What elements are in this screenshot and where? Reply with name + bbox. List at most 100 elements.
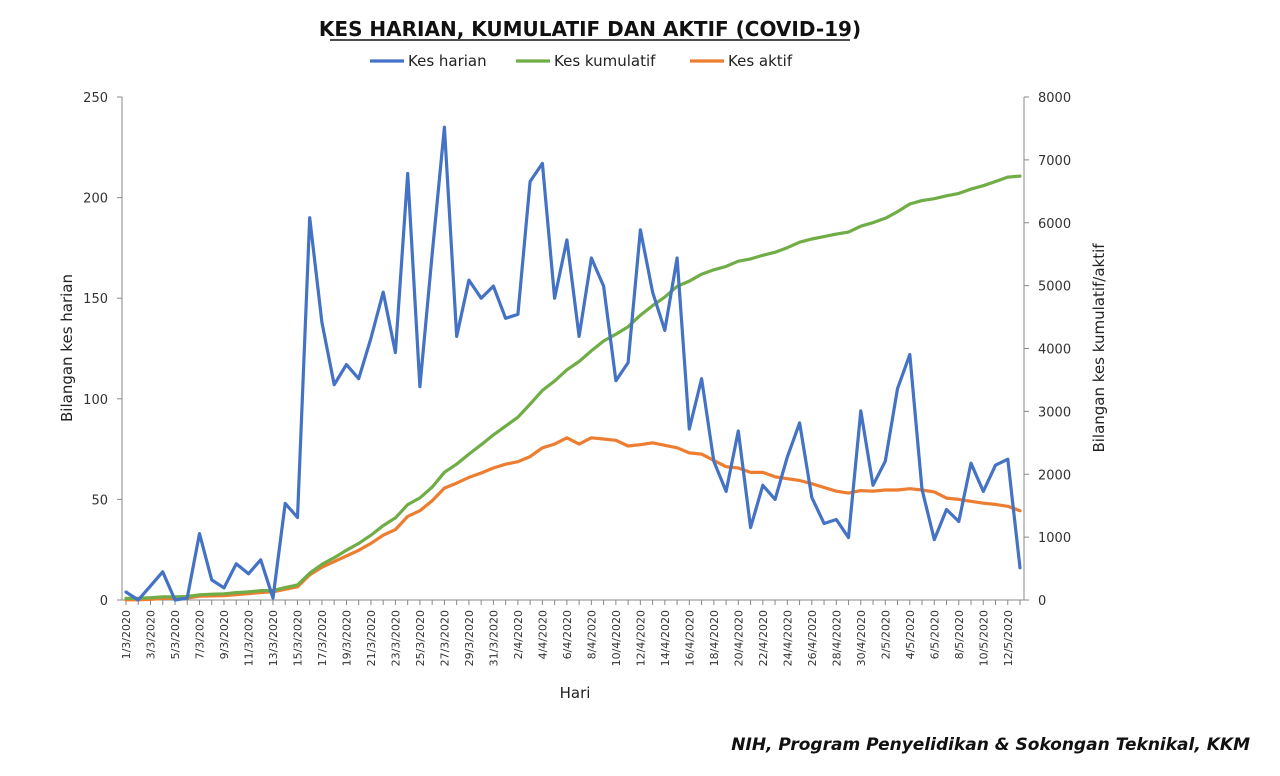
data-point [712, 460, 715, 463]
data-point [651, 441, 654, 444]
legend-item: Kes kumulatif [516, 52, 656, 70]
data-point [382, 291, 385, 294]
data-point [1018, 566, 1022, 569]
data-point [308, 216, 311, 219]
data-point [945, 194, 948, 197]
data-point [602, 339, 605, 343]
data-point [590, 256, 593, 260]
data-point [651, 291, 654, 294]
data-point [737, 260, 740, 263]
data-point [504, 463, 507, 466]
data-point [982, 490, 985, 493]
data-point [406, 172, 409, 175]
data-point [700, 452, 703, 456]
chart-title: KES HARIAN, KUMULATIF DAN AKTIF (COVID-1… [319, 17, 861, 41]
data-point [663, 329, 666, 332]
x-tick-label: 25/3/2020 [414, 610, 427, 666]
data-point [467, 278, 471, 282]
data-point [602, 284, 605, 288]
data-point [149, 584, 152, 588]
legend-label: Kes harian [408, 52, 487, 70]
data-point [418, 509, 422, 512]
data-point [516, 460, 520, 463]
x-tick-label: 17/3/2020 [316, 610, 329, 666]
x-tick-label: 19/3/2020 [340, 610, 353, 666]
data-point [577, 335, 581, 338]
data-point [161, 595, 164, 599]
data-point [945, 508, 948, 511]
data-point [871, 221, 875, 224]
x-tick-label: 12/4/2020 [634, 610, 647, 666]
data-point [357, 542, 360, 545]
data-point [675, 446, 679, 449]
data-point [345, 363, 348, 366]
data-point [663, 444, 666, 447]
series-layer [124, 125, 1022, 602]
data-point [369, 534, 373, 537]
data-point [908, 353, 911, 356]
x-tick-label: 7/3/2020 [193, 610, 206, 659]
data-point [418, 496, 422, 500]
data-point [957, 192, 960, 195]
data-point [859, 225, 862, 228]
data-point [626, 325, 630, 328]
data-point [284, 586, 287, 589]
data-point [406, 503, 409, 506]
data-point [737, 429, 740, 433]
data-point [835, 232, 838, 236]
legend-item: Kes harian [370, 52, 487, 70]
data-point [994, 464, 997, 467]
data-point [724, 265, 728, 268]
data-point [969, 500, 973, 503]
data-point [553, 297, 556, 300]
data-point [357, 377, 360, 380]
data-point [614, 439, 618, 442]
data-point [798, 479, 801, 482]
y-tick-label-right: 7000 [1038, 154, 1071, 169]
x-tick-label: 10/4/2020 [610, 610, 623, 666]
data-point [969, 462, 973, 465]
data-point [431, 485, 434, 489]
data-point [675, 256, 679, 260]
data-point [994, 503, 997, 506]
data-point [345, 549, 348, 552]
x-tick-label: 10/5/2020 [977, 610, 990, 666]
data-point [222, 592, 226, 595]
data-point [394, 528, 397, 531]
x-tick-label: 14/4/2020 [659, 610, 672, 666]
data-point [149, 596, 152, 599]
x-tick-label: 2/5/2020 [879, 610, 892, 659]
data-point [908, 487, 911, 490]
data-point [786, 477, 789, 480]
data-point [626, 444, 630, 448]
data-point [798, 241, 801, 244]
data-point [982, 184, 985, 187]
data-point [455, 335, 458, 338]
data-point [492, 284, 495, 288]
data-point [480, 297, 483, 300]
data-point [198, 593, 201, 596]
data-point [1006, 175, 1009, 179]
data-point [822, 235, 826, 238]
data-point [480, 471, 483, 475]
data-point [247, 572, 250, 575]
x-tick-label: 13/3/2020 [267, 610, 280, 666]
data-point [284, 502, 287, 505]
series-kes-kumulatif [124, 174, 1022, 601]
data-point [320, 563, 324, 566]
data-point [492, 433, 495, 437]
data-point [210, 593, 213, 596]
data-point [688, 279, 691, 283]
data-point [1018, 509, 1022, 512]
data-point [773, 475, 777, 478]
data-point [443, 126, 446, 129]
y-tick-label-left: 200 [83, 192, 108, 207]
data-point [810, 237, 813, 241]
data-point [969, 187, 973, 191]
data-point [639, 443, 642, 446]
data-point [786, 455, 789, 459]
data-point [345, 554, 348, 558]
data-point [394, 351, 397, 354]
x-tick-label: 24/4/2020 [781, 610, 794, 666]
chart-title-group: KES HARIAN, KUMULATIF DAN AKTIF (COVID-1… [319, 17, 861, 41]
